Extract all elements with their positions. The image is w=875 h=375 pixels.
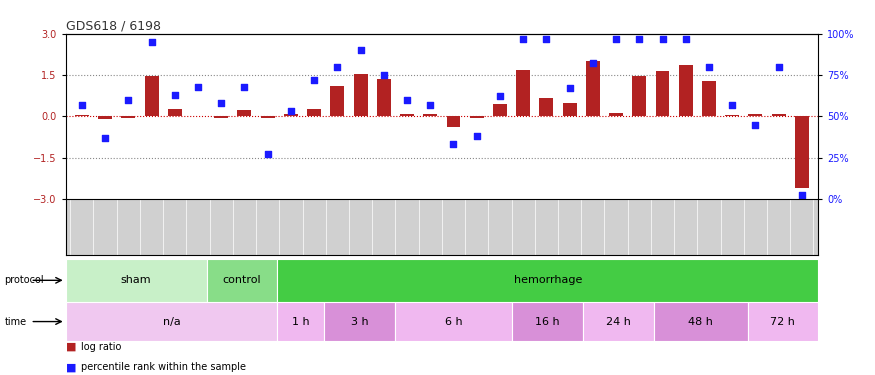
Text: 24 h: 24 h [606, 316, 631, 327]
Point [307, 77, 321, 83]
Bar [214, 116, 228, 118]
Point [354, 47, 367, 53]
Text: 16 h: 16 h [536, 316, 560, 327]
Bar [75, 115, 89, 116]
Text: ■: ■ [66, 342, 76, 352]
Point [586, 60, 600, 66]
Point [539, 36, 553, 42]
Bar [794, 116, 808, 188]
Bar [325, 302, 395, 341]
Point [400, 97, 414, 103]
Bar [516, 69, 530, 116]
Bar [98, 116, 112, 119]
Bar [307, 109, 321, 116]
Point [214, 100, 228, 106]
Bar [747, 302, 818, 341]
Bar [586, 61, 599, 116]
Bar [66, 259, 206, 302]
Point [98, 135, 112, 141]
Text: 1 h: 1 h [292, 316, 310, 327]
Point [144, 39, 158, 45]
Text: n/a: n/a [163, 316, 180, 327]
Text: 6 h: 6 h [444, 316, 463, 327]
Point [748, 122, 762, 128]
Bar [144, 76, 158, 116]
Point [563, 85, 577, 91]
Bar [513, 302, 583, 341]
Bar [284, 114, 298, 116]
Bar [539, 98, 553, 116]
Bar [655, 71, 669, 116]
Point [75, 102, 89, 108]
Bar [772, 114, 786, 116]
Point [655, 36, 669, 42]
Bar [237, 110, 251, 116]
Point [633, 36, 647, 42]
Text: 3 h: 3 h [351, 316, 368, 327]
Point [122, 97, 136, 103]
Bar [748, 114, 762, 116]
Point [261, 151, 275, 157]
Bar [470, 116, 484, 118]
Point [772, 64, 786, 70]
Point [679, 36, 693, 42]
Bar [122, 116, 136, 118]
Bar [277, 302, 325, 341]
Point [446, 141, 460, 147]
Text: ■: ■ [66, 363, 76, 372]
Text: GDS618 / 6198: GDS618 / 6198 [66, 20, 161, 33]
Bar [377, 79, 391, 116]
Bar [679, 65, 693, 116]
Bar [168, 108, 182, 116]
Bar [609, 113, 623, 116]
Text: control: control [222, 275, 262, 285]
Point [168, 92, 182, 98]
Point [331, 64, 345, 70]
Point [284, 108, 298, 114]
Point [191, 84, 205, 90]
Text: 48 h: 48 h [688, 316, 713, 327]
Bar [702, 81, 716, 116]
Text: log ratio: log ratio [81, 342, 122, 352]
Point [493, 93, 507, 99]
Bar [725, 115, 739, 116]
Bar [446, 116, 460, 127]
Bar [633, 76, 647, 116]
Bar [66, 302, 277, 341]
Text: percentile rank within the sample: percentile rank within the sample [81, 363, 247, 372]
Text: 72 h: 72 h [770, 316, 795, 327]
Text: protocol: protocol [4, 275, 44, 285]
Point [609, 36, 623, 42]
Bar [654, 302, 747, 341]
Point [794, 192, 808, 198]
Point [377, 72, 391, 78]
Bar [277, 259, 818, 302]
Bar [583, 302, 654, 341]
Point [516, 36, 530, 42]
Point [237, 84, 251, 90]
Point [424, 102, 438, 108]
Point [470, 133, 484, 139]
Bar [563, 102, 577, 116]
Bar [261, 116, 275, 118]
Text: hemorrhage: hemorrhage [514, 275, 582, 285]
Bar [400, 114, 414, 116]
Bar [206, 259, 277, 302]
Point [702, 64, 716, 70]
Bar [331, 86, 345, 116]
Text: sham: sham [121, 275, 151, 285]
Bar [424, 114, 438, 116]
Text: time: time [4, 316, 26, 327]
Bar [395, 302, 513, 341]
Bar [354, 74, 367, 116]
Bar [493, 104, 507, 116]
Point [725, 102, 739, 108]
